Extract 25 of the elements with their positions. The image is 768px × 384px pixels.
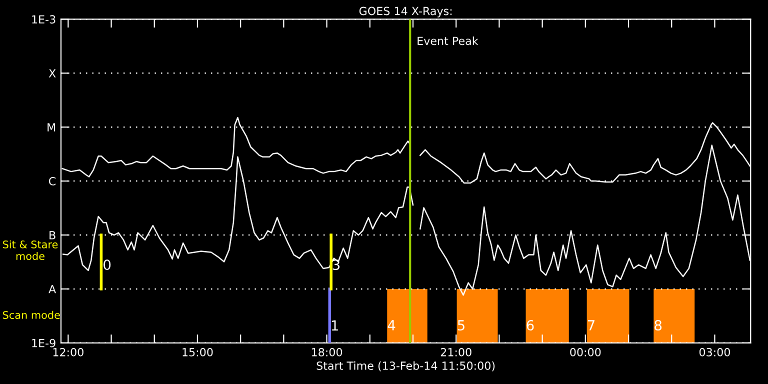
band-label: 7 — [588, 320, 594, 330]
chart-title: GOES 14 X-Rays: — [359, 6, 452, 18]
y-tick-label: M — [48, 123, 56, 132]
x-tick-label: 21:00 — [440, 348, 472, 356]
y-tick-label: 1E-9 — [32, 338, 56, 348]
annotation: 1 — [332, 320, 338, 331]
x-tick-label: 12:00 — [53, 348, 84, 356]
y-tick-label: B — [50, 231, 56, 240]
band-label: 8 — [654, 320, 662, 331]
ref-line-label: Event Peak — [418, 36, 478, 46]
x-tick-label: 03:00 — [699, 348, 730, 356]
band-label: 4 — [388, 320, 396, 330]
x-tick-label: 18:00 — [312, 348, 342, 356]
y-tick-label: 1E-3 — [32, 15, 56, 24]
band-label: 6 — [526, 320, 534, 331]
text: Scan mode — [2, 310, 60, 319]
text: Sit & Stare mode — [2, 240, 58, 260]
y-tick-label: X — [48, 69, 56, 78]
annotation: 0 — [104, 260, 111, 270]
x-axis-title: Start Time (13-Feb-14 11:50:00) — [316, 361, 495, 372]
x-tick-label: 15:00 — [182, 348, 213, 356]
y-tick-label: C — [48, 177, 56, 186]
y-tick-label: A — [48, 285, 56, 294]
x-tick-label: 00:00 — [570, 348, 601, 356]
band-label: 5 — [458, 320, 464, 331]
